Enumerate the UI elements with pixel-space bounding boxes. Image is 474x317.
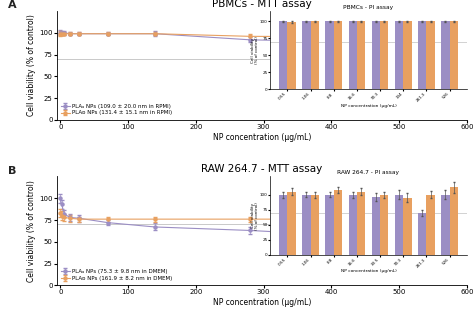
- Y-axis label: Cell viability (% of control): Cell viability (% of control): [27, 180, 36, 282]
- Legend: PLAₐ NPs (75.3 ± 9.8 nm in DMEM), PLAᴅ NPs (161.9 ± 8.2 nm in DMEM): PLAₐ NPs (75.3 ± 9.8 nm in DMEM), PLAᴅ N…: [60, 268, 174, 282]
- Y-axis label: Cell viability (% of control): Cell viability (% of control): [27, 15, 36, 116]
- X-axis label: NP concentration (μg/mL): NP concentration (μg/mL): [213, 298, 311, 307]
- Title: RAW 264.7 - MTT assay: RAW 264.7 - MTT assay: [201, 164, 322, 174]
- X-axis label: NP concentration (μg/mL): NP concentration (μg/mL): [213, 133, 311, 142]
- Legend: PLAₐ NPs (109.0 ± 20.0 nm in RPMI), PLAᴅ NPs (131.4 ± 15.1 nm in RPMI): PLAₐ NPs (109.0 ± 20.0 nm in RPMI), PLAᴅ…: [60, 102, 173, 117]
- Text: A: A: [8, 0, 16, 10]
- Text: B: B: [8, 165, 16, 176]
- Title: PBMCs - MTT assay: PBMCs - MTT assay: [212, 0, 312, 9]
